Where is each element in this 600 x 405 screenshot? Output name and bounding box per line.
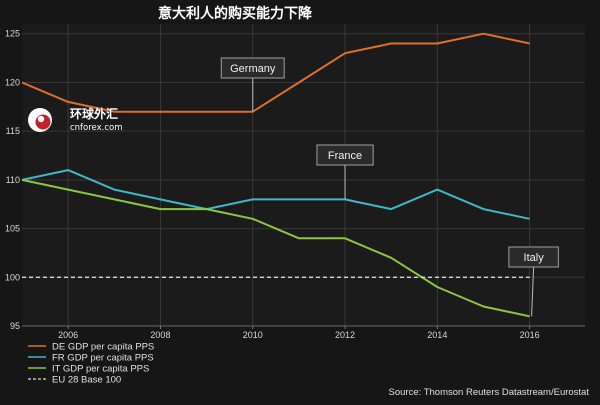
y-tick-label: 125 <box>5 29 20 39</box>
y-tick-label: 110 <box>6 175 20 185</box>
x-tick-label: 2008 <box>150 330 170 340</box>
callout-leader <box>531 265 535 317</box>
watermark-domain: cnforex.com <box>70 123 123 133</box>
x-tick-label: 2014 <box>427 330 447 340</box>
x-tick-label: 2006 <box>58 330 78 340</box>
y-tick-label: 115 <box>6 126 20 136</box>
callout-label: Germany <box>230 63 276 75</box>
callout-box <box>508 246 559 268</box>
x-tick-label: 2016 <box>520 330 540 340</box>
x-tick-label: 2010 <box>243 330 263 340</box>
de-line <box>21 32 530 113</box>
callout-label: France <box>328 150 362 162</box>
series-lines <box>21 32 530 318</box>
callout-box <box>220 57 285 79</box>
axis-ticks: 2006 2008 2010 2012 2014 2016 95 100 105 110 115 12… <box>5 29 540 340</box>
plot-area <box>22 24 585 326</box>
y-tick-label: 95 <box>10 321 20 331</box>
y-tick-label: 105 <box>5 224 20 234</box>
legend-label: FR GDP per capita PPS <box>52 353 154 364</box>
legend-label: DE GDP per capita PPS <box>52 342 154 353</box>
gridlines <box>22 24 585 327</box>
callout-label: Italy <box>524 252 545 264</box>
x-tick-label: 2012 <box>335 330 355 340</box>
legend-label: EU 28 Base 100 <box>52 375 121 386</box>
fr-line <box>21 169 530 220</box>
source-note: Source: Thomson Reuters Datastream/Euros… <box>389 387 590 398</box>
chart-title: 意大利人的购买能力下降 <box>158 5 313 22</box>
it-line <box>21 178 530 318</box>
cnforex-watermark: 环球外汇 cnforex.com <box>28 106 123 133</box>
legend-label: IT GDP per capita PPS <box>52 364 149 375</box>
y-tick-label: 100 <box>5 272 20 282</box>
callouts: Germany France Italy <box>220 57 559 317</box>
y-tick-label: 120 <box>5 77 20 87</box>
callout-box <box>316 144 374 166</box>
watermark-name: 环球外汇 <box>70 106 118 121</box>
